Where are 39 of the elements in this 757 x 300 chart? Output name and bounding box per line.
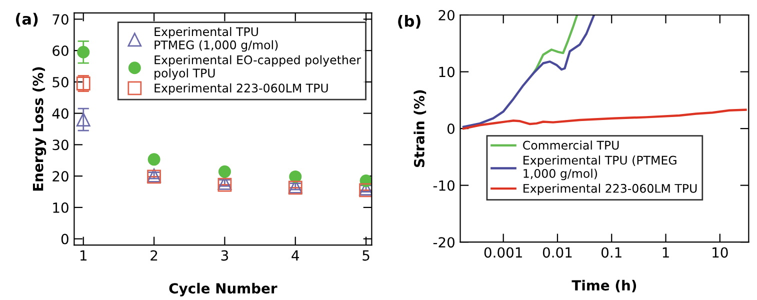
x-tick-label: 4 <box>292 250 300 261</box>
legend-label: Experimental TPU PTMEG (1,000 g/mol) <box>154 27 278 52</box>
x-tick-label: 0.01 <box>542 247 572 258</box>
x-tick-label: 5 <box>362 250 370 261</box>
legend-label: Experimental TPU (PTMEG 1,000 g/mol) <box>524 156 676 180</box>
point <box>76 112 90 127</box>
legend-label: Experimental 223-060LM TPU <box>524 184 697 196</box>
x-tick-label: 0.1 <box>601 247 622 258</box>
y-tick-label: 30 <box>52 140 68 150</box>
y-tick-label: -20 <box>433 237 454 248</box>
x-axis-title: Time (h) <box>572 280 636 292</box>
y-tick-label: 20 <box>52 171 68 182</box>
y-axis-title: Strain (%) <box>414 90 426 168</box>
y-axis-title: Energy Loss (%) <box>32 67 46 191</box>
x-axis-title: Cycle Number <box>169 282 278 296</box>
chart-title: (a) <box>16 12 38 27</box>
x-tick-label: 0.001 <box>484 247 522 258</box>
x-tick-label: 1 <box>80 250 87 261</box>
x-tick-label: 1 <box>662 247 669 258</box>
legend-label: Experimental 223-060LM TPU <box>154 83 328 95</box>
y-tick-label: 0 <box>61 234 68 244</box>
y-tick-label: 70 <box>52 14 68 25</box>
legend-label: Commercial TPU <box>523 140 619 150</box>
x-tick-label: 10 <box>712 247 728 258</box>
y-tick-label: 10 <box>439 66 454 78</box>
y-tick-label: 50 <box>52 76 68 88</box>
point <box>148 153 160 166</box>
y-tick-label: -10 <box>433 180 454 191</box>
chart-title: (b) <box>398 15 420 29</box>
point <box>218 165 231 178</box>
y-tick-label: 20 <box>438 10 454 20</box>
x-tick-label: 2 <box>150 250 158 261</box>
point <box>77 46 90 58</box>
y-tick-label: 60 <box>52 46 68 56</box>
legend-label: Experimental EO-capped polyether polyol TPU <box>154 55 362 80</box>
y-tick-label: 10 <box>53 202 68 213</box>
x-tick-label: 3 <box>221 250 228 261</box>
y-tick-label: 40 <box>52 108 68 119</box>
y-tick-label: 0 <box>447 124 454 134</box>
